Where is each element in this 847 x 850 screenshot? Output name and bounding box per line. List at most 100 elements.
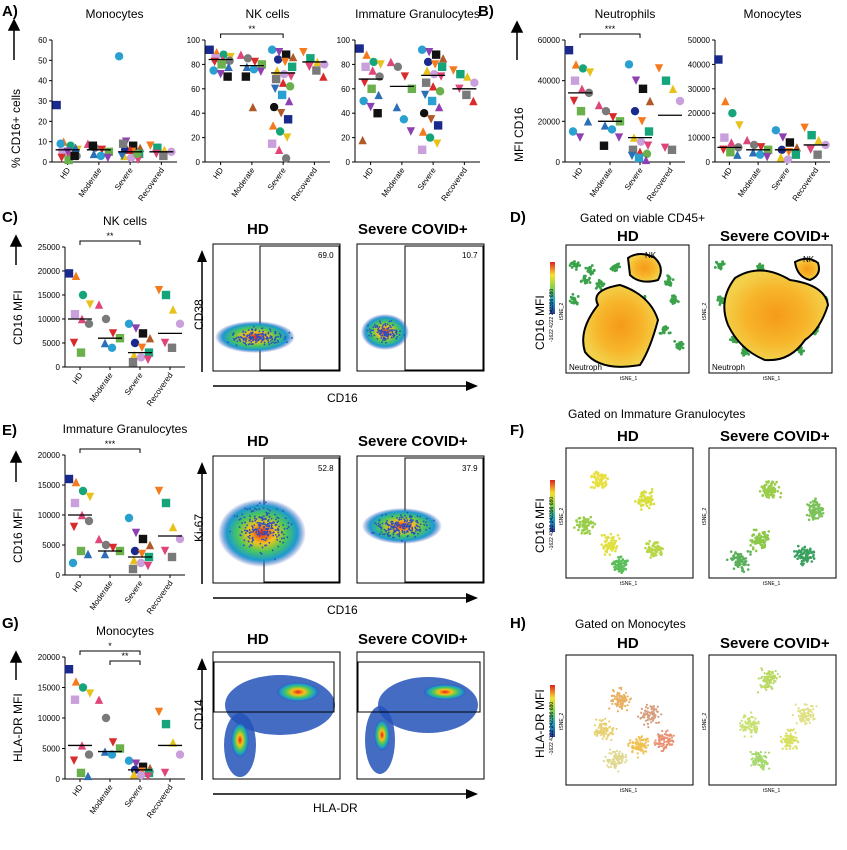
data-point (286, 72, 296, 81)
tsne-event (638, 746, 641, 749)
event (252, 338, 255, 341)
tsne-event (729, 338, 732, 342)
data-point (368, 66, 377, 75)
tsne-event (678, 342, 681, 346)
tsne-event (601, 718, 605, 722)
tsne-event (748, 717, 751, 720)
event (286, 527, 289, 530)
tsne-event (780, 740, 783, 743)
event (377, 327, 380, 330)
tsne-event (821, 511, 825, 515)
data-point (128, 564, 138, 574)
tsne-event (609, 542, 612, 545)
tsne-event (802, 714, 806, 717)
tsne-event (751, 723, 755, 726)
tsne-event (650, 487, 654, 491)
data-point (728, 109, 737, 118)
data-point (762, 152, 772, 162)
event (238, 526, 241, 528)
event (263, 533, 266, 536)
data-point (159, 151, 168, 161)
event (378, 533, 381, 536)
tsne-event (785, 742, 788, 746)
data-point (399, 115, 409, 124)
event (388, 320, 391, 323)
event (410, 518, 413, 521)
event (275, 508, 278, 510)
event (258, 330, 261, 333)
tsne-event (801, 547, 804, 550)
dotplot-title: Monocytes (96, 624, 154, 638)
tsne-event (590, 271, 594, 274)
tsne-event (615, 265, 619, 269)
data-point (406, 127, 416, 136)
event (395, 523, 398, 526)
event (387, 330, 389, 333)
data-point (241, 72, 251, 81)
event (398, 532, 401, 534)
event (425, 524, 428, 527)
tsne-event (761, 668, 764, 672)
tsne-event (607, 536, 610, 540)
tsne-event (672, 734, 675, 737)
data-point (469, 96, 478, 106)
tsne-event (579, 520, 582, 524)
y-tick-label: 10000 (688, 134, 711, 143)
data-point (643, 141, 653, 150)
tsne-event (594, 730, 597, 733)
tsne-event (764, 684, 767, 687)
data-point (421, 78, 431, 87)
data-point (100, 549, 110, 559)
tsne-event (639, 504, 643, 508)
data-point (76, 546, 86, 556)
event (276, 529, 279, 531)
event (250, 531, 252, 533)
tsne-event (718, 295, 722, 299)
tsne-event (652, 705, 656, 708)
y-tick-label: 50000 (688, 36, 711, 45)
event (241, 522, 243, 525)
tsne-event (734, 563, 738, 567)
tsne-event (658, 548, 662, 552)
data-point (714, 55, 723, 64)
tsne-event (800, 715, 803, 719)
tsne-event (611, 750, 615, 753)
data-point (136, 353, 146, 362)
tsne-event (613, 566, 617, 569)
y-tick-label: 0 (56, 571, 61, 580)
event (418, 526, 421, 528)
event (260, 528, 263, 531)
tsne-event (790, 742, 793, 745)
flow-panel-c: HD Severe COVID+ 69.0 10.7 CD38 CD16 (192, 221, 485, 405)
tsne-event (616, 700, 619, 703)
tsne-event (782, 737, 785, 740)
tsne-event (811, 518, 815, 521)
significance-bracket (109, 660, 141, 665)
tsne-event (616, 701, 619, 705)
tsne-event (581, 525, 585, 528)
tsne-event (654, 541, 658, 544)
y-tick-label: 5000 (42, 339, 60, 348)
event (398, 516, 401, 519)
event (398, 534, 401, 537)
significance-bracket (579, 33, 641, 38)
event (266, 513, 269, 516)
tsne-event (810, 704, 813, 708)
event (244, 337, 246, 339)
event (378, 332, 381, 335)
flow-g-title-hd: HD (247, 631, 269, 648)
tsne-h-covid-ylabel: tSNE_2 (702, 713, 708, 730)
y-tick-label: 40 (38, 77, 47, 86)
data-point (281, 50, 291, 59)
data-point (154, 286, 164, 295)
flow-c-hd-density (215, 321, 295, 353)
tsne-event (810, 551, 813, 555)
event (248, 531, 251, 534)
event (397, 521, 399, 524)
event (386, 532, 389, 535)
tsne-event (599, 474, 602, 478)
tsne-event (765, 680, 768, 684)
data-point (283, 115, 293, 124)
event (414, 526, 417, 529)
data-point (312, 66, 321, 75)
